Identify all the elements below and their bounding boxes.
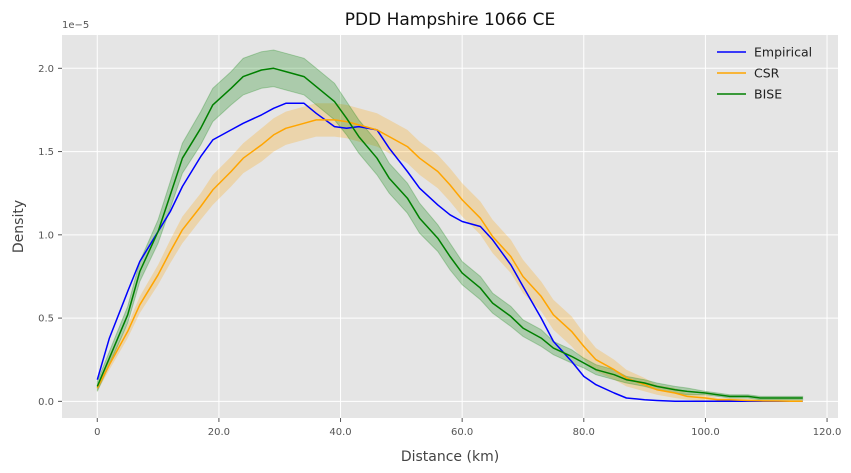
x-tick-label: 60.0: [451, 427, 473, 438]
y-tick-label: 0.5: [38, 314, 54, 325]
y-tick-label: 1.0: [38, 230, 54, 241]
y-axis-ticks: 0.0 0.5 1.0 1.5 2.0: [38, 64, 62, 408]
legend-label-bise: BISE: [754, 87, 782, 102]
gridlines: [62, 35, 838, 418]
x-axis-ticks: 0 20.0 40.0 60.0 80.0 100.0 120.0: [94, 418, 841, 438]
y-tick-label: 1.5: [38, 147, 54, 158]
x-tick-label: 0: [94, 427, 100, 438]
y-axis-label: Density: [11, 200, 27, 253]
x-tick-label: 40.0: [329, 427, 351, 438]
y-tick-label: 0.0: [38, 397, 54, 408]
x-tick-label: 80.0: [573, 427, 595, 438]
y-axis-offset-label: 1e−5: [62, 20, 89, 31]
series-line-csr: [96, 119, 803, 403]
series-lines: [96, 67, 803, 403]
legend: Empirical CSR BISE: [717, 45, 812, 102]
x-tick-label: 120.0: [813, 427, 842, 438]
legend-label-csr: CSR: [754, 66, 780, 81]
legend-label-empirical: Empirical: [754, 45, 812, 60]
x-tick-label: 100.0: [691, 427, 720, 438]
plot-background: [62, 35, 838, 418]
y-tick-label: 2.0: [38, 64, 54, 75]
x-axis-label: Distance (km): [401, 449, 499, 465]
chart-title: PDD Hampshire 1066 CE: [345, 10, 556, 30]
x-tick-label: 20.0: [208, 427, 230, 438]
series-line-bise: [96, 67, 803, 399]
bise-confidence-band: [96, 49, 804, 401]
confidence-bands: [96, 49, 804, 402]
series-line-empirical: [96, 102, 803, 403]
